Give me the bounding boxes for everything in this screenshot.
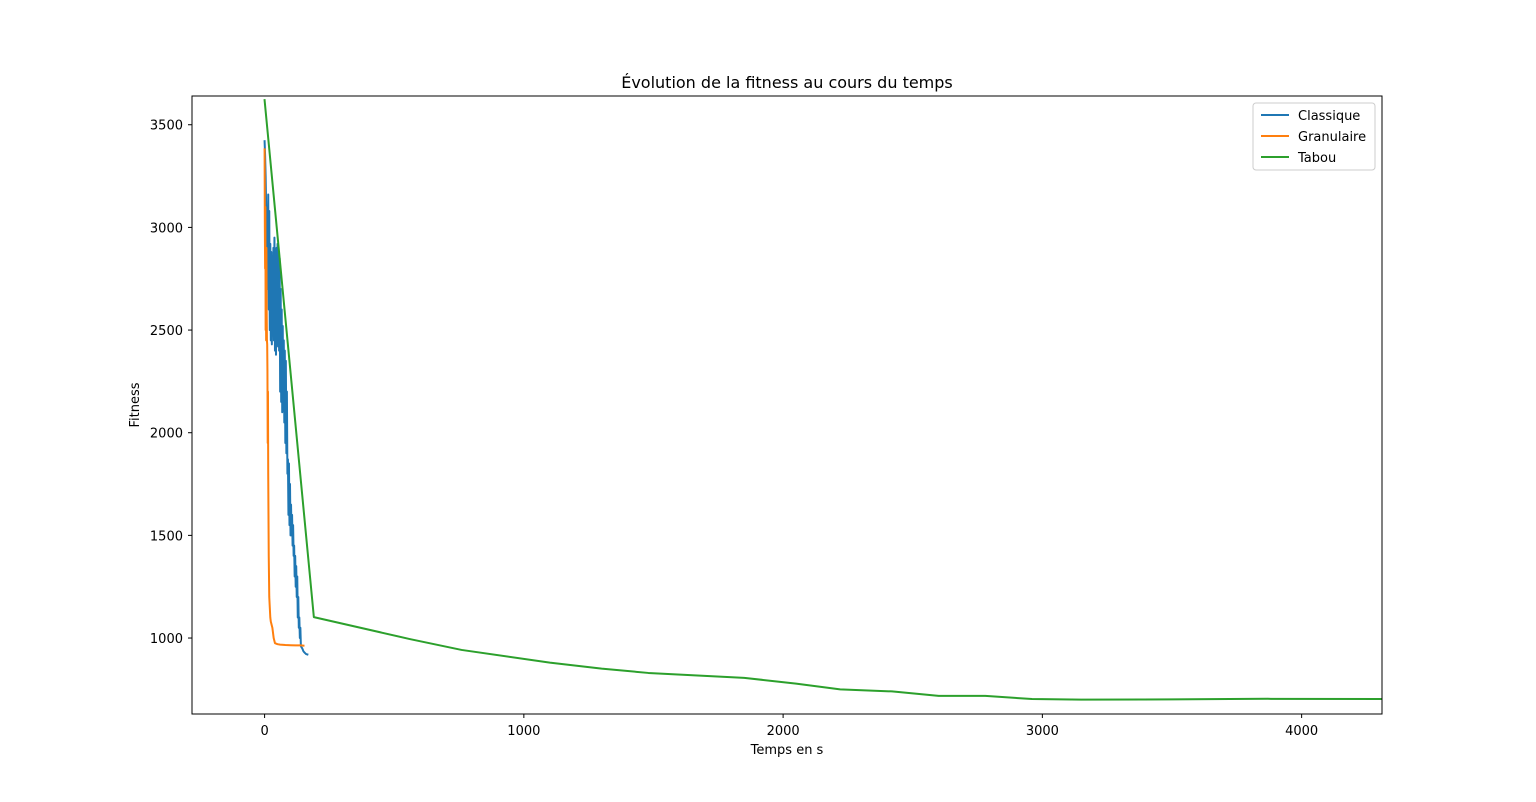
plot-frame: [191, 95, 1383, 715]
x-axis: 0 1000 2000 3000 4000: [260, 714, 1318, 739]
x-tick-label: 1000: [507, 724, 540, 739]
x-tick-label: 3000: [1026, 724, 1059, 739]
plot-lines: [263, 99, 1382, 701]
y-tick-label: 3000: [150, 221, 183, 236]
y-axis-title: Fitness: [128, 382, 143, 427]
x-tick-label: 4000: [1285, 724, 1318, 739]
y-axis: 1000 1500 2000 2500 3000 3500: [150, 119, 192, 647]
legend-label-granulaire: Granulaire: [1298, 130, 1366, 145]
y-tick-label: 3500: [150, 119, 183, 134]
y-tick-label: 2000: [150, 427, 183, 442]
x-axis-title: Temps en s: [750, 743, 824, 758]
y-tick-label: 1500: [150, 529, 183, 544]
series-line-tabou: [263, 99, 1382, 701]
legend-label-classique: Classique: [1298, 109, 1360, 124]
y-tick-label: 1000: [150, 632, 183, 647]
legend: Classique Granulaire Tabou: [1252, 102, 1376, 171]
legend-box: [1252, 102, 1376, 171]
chart-title: Évolution de la fitness au cours du temp…: [621, 73, 953, 92]
y-tick-label: 2500: [150, 324, 183, 339]
legend-label-tabou: Tabou: [1297, 151, 1336, 166]
x-tick-label: 2000: [767, 724, 800, 739]
x-tick-label: 0: [260, 724, 268, 739]
series-line-classique: [263, 140, 309, 656]
series-line-granulaire: [263, 148, 305, 647]
